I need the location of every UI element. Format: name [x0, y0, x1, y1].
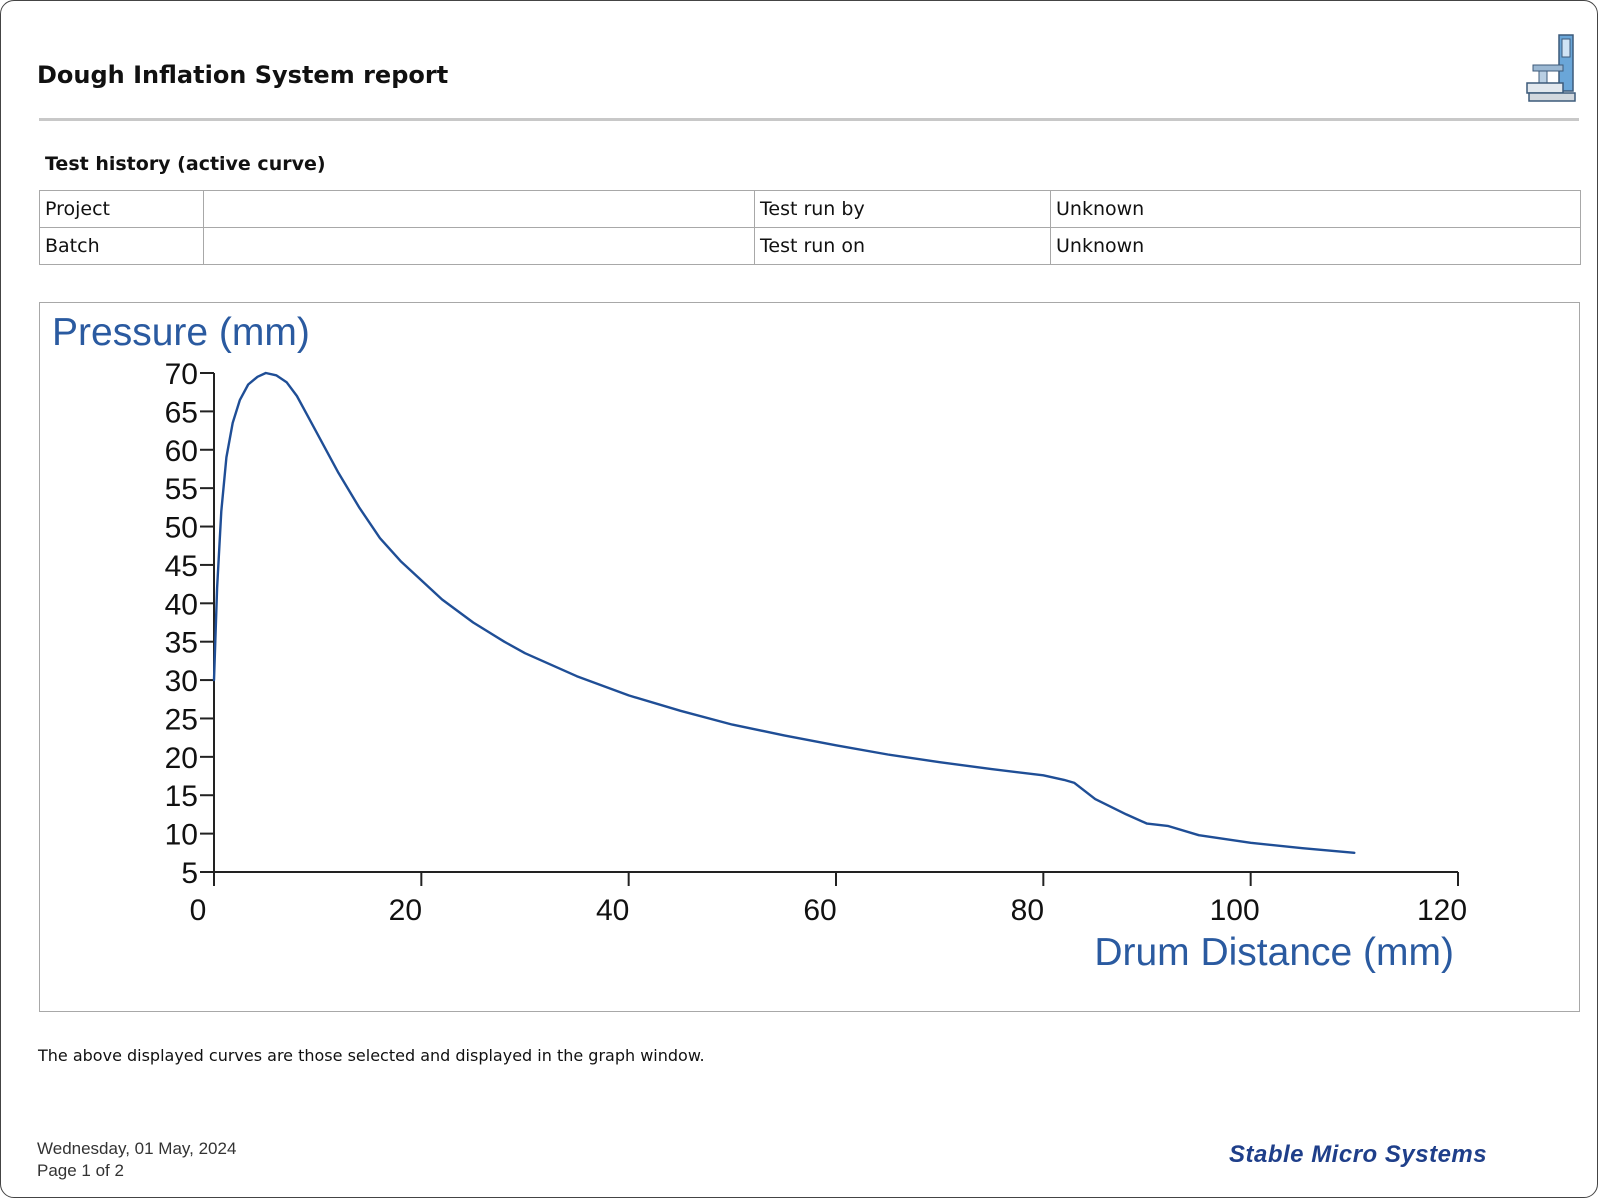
- y-tick-label: 60: [165, 435, 198, 468]
- table-cell: [203, 190, 755, 228]
- pressure-chart: Pressure (mm) Drum Distance (mm) 5 10 15 20…: [52, 311, 1467, 974]
- table-row: Batch Test run on Unknown: [39, 227, 1581, 265]
- y-tick-label: 30: [165, 665, 198, 698]
- table-cell: Batch: [39, 227, 204, 265]
- x-tick-label: 100: [1210, 894, 1260, 927]
- y-axis-label: Pressure (mm): [52, 311, 310, 354]
- table-cell: Test run by: [754, 190, 1051, 228]
- y-tick-label: 45: [165, 550, 198, 583]
- y-tick-label: 10: [165, 819, 198, 852]
- x-tick-label: 0: [190, 894, 207, 927]
- x-tick-label: 80: [1011, 894, 1044, 927]
- y-tick-label: 70: [165, 358, 198, 391]
- table-cell: Project: [39, 190, 204, 228]
- chart-frame: Pressure (mm) Drum Distance (mm) 5 10 15 20…: [39, 302, 1580, 1012]
- y-tick-label: 20: [165, 742, 198, 775]
- chart-axes: 5 10 15 20 25 30 35 40 45 50 55 60 65 70 0 20 40 60 80 100 1…: [165, 358, 1467, 927]
- x-tick-label: 20: [389, 894, 422, 927]
- footer-page-number: Page 1 of 2: [37, 1161, 124, 1180]
- instrument-icon: [1526, 34, 1576, 102]
- footer-date: Wednesday, 01 May, 2024: [37, 1139, 237, 1158]
- y-tick-label: 55: [165, 473, 198, 506]
- y-tick-label: 65: [165, 396, 198, 429]
- x-tick-label: 60: [803, 894, 836, 927]
- y-tick-label: 50: [165, 512, 198, 545]
- test-history-table: Project Test run by Unknown Batch Test r…: [39, 190, 1581, 265]
- y-tick-label: 35: [165, 627, 198, 660]
- header-divider: [39, 118, 1579, 121]
- curve-note: The above displayed curves are those sel…: [38, 1046, 705, 1065]
- plot-area: [212, 371, 1356, 854]
- y-tick-label: 25: [165, 703, 198, 736]
- y-tick-label: 15: [165, 780, 198, 813]
- table-row: Project Test run by Unknown: [39, 190, 1581, 228]
- x-axis-label: Drum Distance (mm): [1094, 931, 1454, 974]
- x-tick-label: 120: [1417, 894, 1467, 927]
- series-line: [212, 371, 1356, 854]
- report-title: Dough Inflation System report: [37, 61, 449, 89]
- table-cell: [203, 227, 755, 265]
- table-cell: Unknown: [1050, 227, 1581, 265]
- x-tick-label: 40: [596, 894, 629, 927]
- history-title: Test history (active curve): [45, 153, 326, 175]
- brand-logo: Stable Micro Systems: [1229, 1141, 1488, 1168]
- table-cell: Test run on: [754, 227, 1051, 265]
- table-cell: Unknown: [1050, 190, 1581, 228]
- y-tick-label: 5: [181, 857, 198, 890]
- y-tick-label: 40: [165, 588, 198, 621]
